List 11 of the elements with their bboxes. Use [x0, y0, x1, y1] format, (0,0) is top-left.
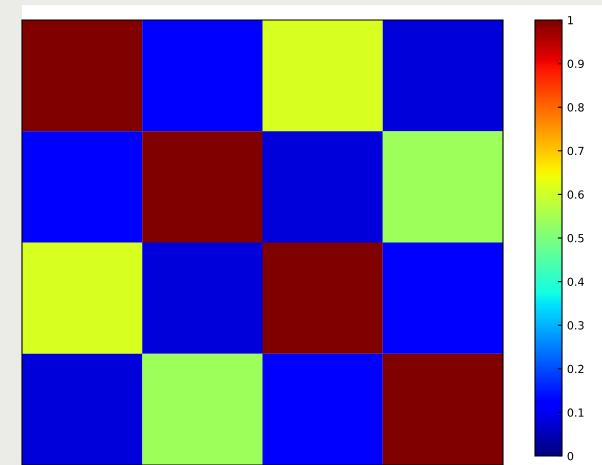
color-bar-label: 0.3 [568, 321, 584, 330]
color-bar-label: 0 [568, 452, 574, 460]
color-bar-label: 0.6 [568, 190, 584, 199]
color-bar-label: 0.9 [568, 60, 584, 68]
color-bar-label: 0.4 [568, 278, 584, 286]
color-bar-label: 0.7 [568, 146, 584, 156]
color-bar-label: 0.5 [568, 234, 584, 242]
color-bar-label: 0.8 [568, 103, 584, 112]
color-bar-label: 0.2 [568, 364, 584, 374]
color-bar-label: 1 [568, 16, 573, 24]
color-bar-label: 0.1 [568, 408, 584, 417]
